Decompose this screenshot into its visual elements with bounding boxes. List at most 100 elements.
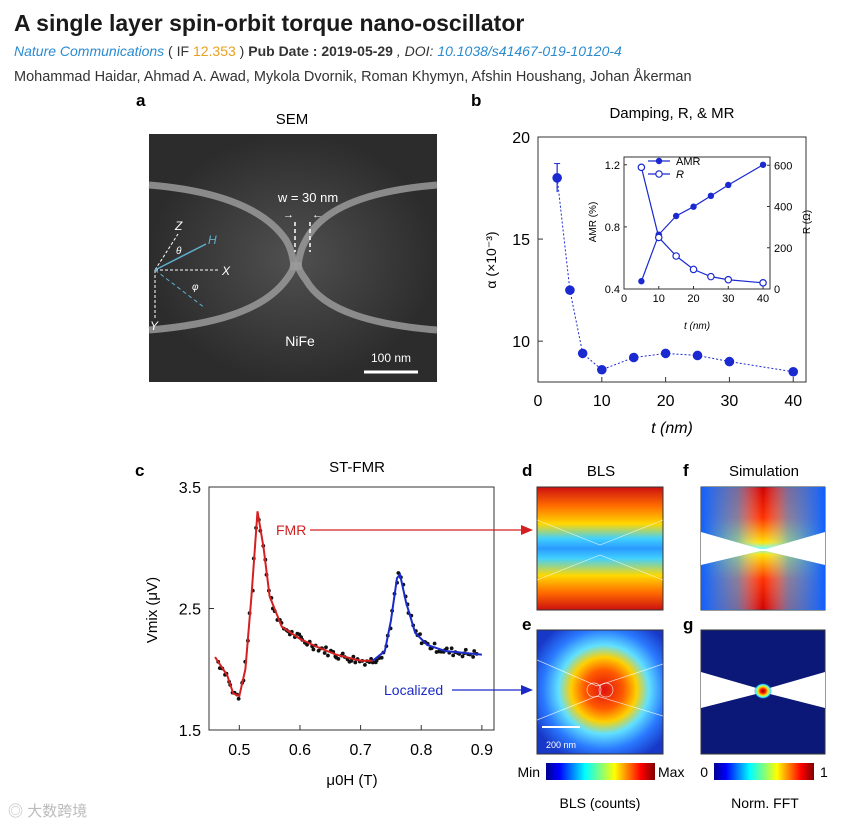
measured-point (460, 654, 465, 659)
bls-map-fmr (536, 486, 664, 611)
axis-y-label: Y (150, 319, 159, 333)
fft-colorbar-label: Norm. FFT (731, 795, 799, 811)
c-xtick-label: 0.5 (228, 742, 250, 759)
inset-xtick-label: 40 (757, 293, 769, 305)
b-xtick-label: 30 (721, 393, 739, 410)
c-ytick-label: 2.5 (179, 602, 201, 619)
panel-b-ylabel: α (×10⁻³) (483, 231, 499, 288)
inset-xtick-label: 30 (722, 293, 734, 305)
damping-point (692, 350, 703, 361)
amr-point (725, 181, 732, 189)
b-ytick-label: 15 (512, 232, 530, 249)
panel-c-letter: c (135, 461, 144, 480)
measured-point (351, 654, 356, 659)
scale-bar-e-label: 200 nm (546, 740, 576, 750)
inset-ytick-right-label: 400 (774, 202, 792, 214)
paper-meta: Nature Communications ( IF 12.353 ) Pub … (14, 43, 622, 59)
bls-colorbar-min: Min (517, 764, 540, 780)
damping-point (577, 348, 588, 359)
damping-point (724, 356, 735, 367)
scale-bar-a-label: 100 nm (371, 351, 411, 365)
sem-edge-lower-right (294, 261, 438, 334)
sem-edge-lower-left (148, 261, 298, 334)
inset-ytick-left-label: 0.8 (605, 222, 620, 234)
c-ytick-label: 1.5 (179, 723, 201, 740)
axis-h-label: H (208, 233, 217, 247)
panel-f-title: Simulation (729, 463, 799, 480)
panel-e-letter: e (522, 615, 531, 634)
measured-point (463, 647, 468, 652)
panel-d-title: BLS (587, 463, 615, 480)
measured-point (444, 646, 449, 651)
damping-point (552, 173, 562, 183)
inset-frame (623, 156, 771, 290)
inset-xtick-label: 20 (687, 293, 699, 305)
measured-point (471, 655, 476, 659)
legend-amr: AMR (676, 156, 701, 168)
axis-z-label: Z (174, 219, 183, 233)
panel-b-letter: b (471, 91, 481, 110)
axis-x-label: X (221, 264, 231, 278)
measured-point (363, 663, 367, 667)
measured-point (322, 651, 327, 655)
watermark: ◎ 大数跨境 (8, 800, 87, 821)
sem-edge-upper-right (294, 181, 438, 271)
b-xtick-label: 40 (784, 393, 802, 410)
b-xtick-label: 20 (657, 393, 675, 410)
journal-link[interactable]: Nature Communications (14, 43, 165, 59)
inset-legend (648, 157, 670, 178)
measured-point (379, 655, 384, 660)
pub-date: Pub Date : 2019-05-29 (248, 43, 393, 59)
r-point (637, 163, 646, 172)
panel-d-letter: d (522, 461, 532, 480)
b-ytick-label: 20 (512, 130, 530, 147)
fft-colorbar-min: 0 (700, 764, 708, 780)
width-arrow-right: ← (312, 209, 323, 221)
inset-ticks: 0 10 20 30 40 0.4 0.8 1.2 0 200 400 600 (605, 160, 793, 305)
fft-colorbar (714, 763, 814, 780)
damping-point (597, 364, 607, 375)
phi-label: φ (192, 282, 199, 293)
damping-point (628, 352, 639, 363)
localized-arrow-head (521, 685, 533, 695)
c-xtick-label: 0.9 (471, 742, 493, 759)
panel-b-title: Damping, R, & MR (609, 105, 734, 122)
fmr-arrow-head (521, 525, 533, 535)
measured-point (353, 660, 358, 665)
bls-colorbar-max: Max (658, 764, 684, 780)
b-xtick-label: 0 (534, 393, 543, 410)
panel-b-ticks: 0 10 20 30 40 10 15 20 (512, 130, 802, 410)
measured-point (349, 658, 354, 663)
r-point (724, 275, 733, 284)
r-point (759, 279, 767, 287)
measured-point (297, 632, 302, 637)
damping-series-points (552, 163, 799, 377)
damping-point (788, 366, 799, 377)
watermark-logo-icon: ◎ (8, 803, 24, 820)
theta-label: θ (176, 246, 182, 257)
b-xtick-label: 10 (593, 393, 611, 410)
c-xtick-label: 0.7 (349, 742, 371, 759)
bls-colorbar (546, 763, 655, 780)
panel-c-frame (208, 486, 495, 731)
panel-c-xlabel: μ0H (T) (326, 772, 377, 789)
authors: Mohammad Haidar, Ahmad A. Awad, Mykola D… (14, 69, 692, 85)
watermark-text: 大数跨境 (27, 803, 88, 820)
doi-link[interactable]: 10.1038/s41467-019-10120-4 (437, 43, 622, 59)
if-close: ) (235, 43, 245, 59)
measured-point (374, 658, 379, 663)
inset-xlabel: t (nm) (684, 321, 710, 332)
panel-c-ylabel: Vmix (μV) (144, 577, 161, 643)
inset-xtick-label: 10 (653, 293, 665, 305)
r-point (654, 233, 663, 242)
material-label: NiFe (285, 333, 315, 349)
fmr-label: FMR (276, 522, 306, 538)
measured-point (419, 641, 424, 646)
inset-ytick-left-label: 0.4 (605, 284, 620, 296)
b-ytick-label: 10 (512, 334, 530, 351)
fft-colorbar-max: 1 (820, 764, 828, 780)
panel-a-title: SEM (276, 111, 309, 128)
measured-point (324, 645, 328, 650)
width-arrow-left: → (283, 209, 294, 221)
inset-ytick-right-label: 200 (774, 243, 792, 255)
